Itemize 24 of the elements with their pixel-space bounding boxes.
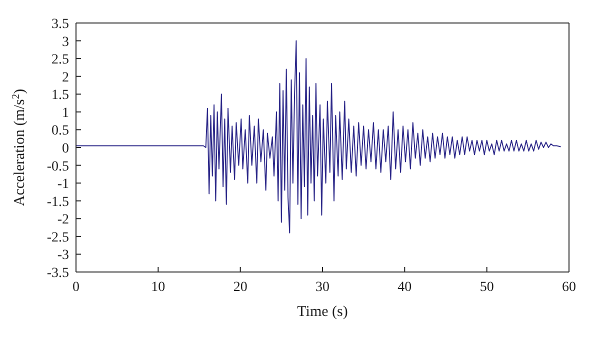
y-tick-label: -1 [57,177,69,192]
y-tick-label: 2.5 [52,52,69,68]
y-tick-label: 1 [62,106,69,121]
y-tick-label: 1.5 [52,88,69,104]
x-tick-label: 0 [72,280,80,295]
line-series [76,40,562,234]
y-tick-label: 2 [62,70,69,86]
x-axis-title: Time (s) [297,304,348,320]
y-tick-label: -3 [57,248,69,264]
y-tick-label: -0.5 [46,159,69,174]
x-tick-label: 40 [398,280,412,295]
x-tick-label: 20 [233,280,248,295]
y-tick-label: -2.5 [46,230,69,246]
y-tick-label: -1.5 [46,194,69,210]
y-tick-label: 3 [62,34,69,50]
y-tick-label: 0.5 [52,124,69,139]
y-tick-label: 0 [62,141,69,156]
x-tick-label: 50 [480,280,494,295]
x-tick-label: 60 [562,280,576,295]
y-tick-label: -3.5 [46,266,69,281]
y-tick-label: 3.5 [52,16,69,32]
x-tick-label: 10 [151,280,166,295]
x-tick-label: 30 [316,280,330,295]
y-tick-label: -2 [57,212,69,228]
